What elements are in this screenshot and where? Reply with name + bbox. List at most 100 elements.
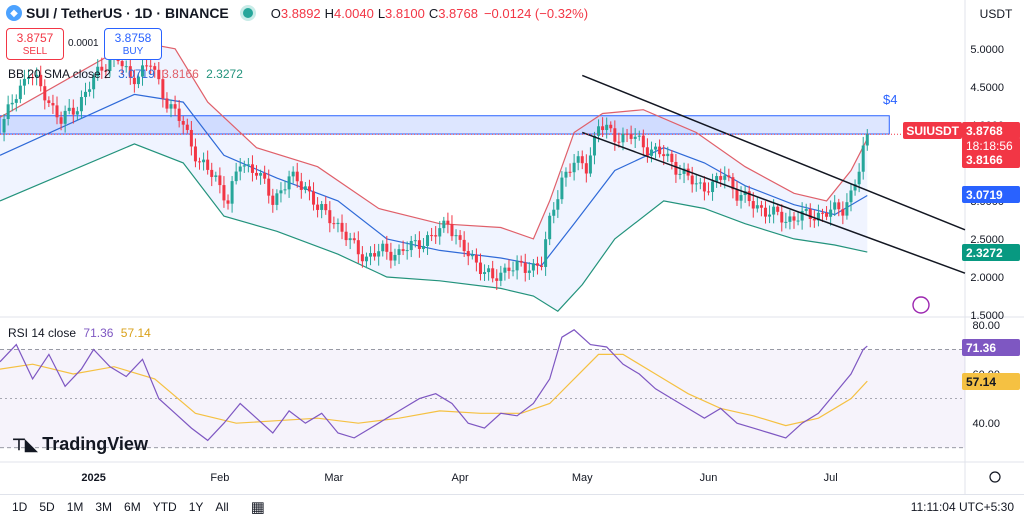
candle-body[interactable]	[222, 185, 226, 201]
candle-body[interactable]	[67, 107, 71, 111]
candle-body[interactable]	[413, 240, 417, 242]
candle-body[interactable]	[59, 117, 63, 124]
candle-body[interactable]	[755, 205, 759, 209]
candle-body[interactable]	[454, 235, 458, 237]
candle-body[interactable]	[348, 238, 352, 241]
candle-body[interactable]	[462, 239, 466, 252]
candle-body[interactable]	[548, 215, 552, 240]
candle-body[interactable]	[511, 270, 515, 272]
candle-body[interactable]	[27, 77, 31, 79]
candle-body[interactable]	[670, 153, 674, 162]
buy-button[interactable]: 3.8758 BUY	[104, 28, 162, 60]
candle-body[interactable]	[108, 58, 112, 71]
candle-body[interactable]	[145, 65, 149, 67]
candle-body[interactable]	[18, 85, 22, 100]
settings-icon[interactable]	[989, 471, 1001, 483]
candle-body[interactable]	[405, 250, 409, 252]
candle-body[interactable]	[141, 65, 145, 77]
candle-body[interactable]	[698, 182, 702, 184]
candle-body[interactable]	[332, 223, 336, 225]
candle-body[interactable]	[283, 189, 287, 191]
candle-body[interactable]	[719, 176, 723, 180]
candle-body[interactable]	[759, 205, 763, 208]
candle-body[interactable]	[861, 145, 865, 172]
candle-body[interactable]	[564, 171, 568, 178]
candle-body[interactable]	[389, 251, 393, 261]
candle-body[interactable]	[120, 61, 124, 67]
candle-body[interactable]	[234, 171, 238, 182]
candle-body[interactable]	[328, 210, 332, 224]
candle-body[interactable]	[71, 107, 75, 115]
candle-body[interactable]	[552, 209, 556, 216]
candle-body[interactable]	[22, 78, 26, 86]
candle-body[interactable]	[588, 155, 592, 174]
candle-body[interactable]	[654, 146, 658, 150]
candle-body[interactable]	[303, 186, 307, 190]
candle-body[interactable]	[808, 209, 812, 220]
candle-body[interactable]	[100, 66, 104, 71]
candle-body[interactable]	[320, 204, 324, 210]
candle-body[interactable]	[336, 222, 340, 225]
candle-body[interactable]	[735, 189, 739, 201]
candle-body[interactable]	[84, 91, 88, 98]
candle-body[interactable]	[747, 191, 751, 202]
candle-body[interactable]	[629, 134, 633, 139]
candle-body[interactable]	[55, 105, 59, 118]
rsi-legend[interactable]: RSI 14 close 71.36 57.14	[8, 326, 155, 340]
channel-upper-line[interactable]	[581, 74, 966, 231]
timeframe-1m[interactable]: 1M	[66, 499, 84, 514]
candle-body[interactable]	[255, 172, 259, 176]
candle-body[interactable]	[678, 173, 682, 175]
candle-body[interactable]	[393, 254, 397, 261]
candle-body[interactable]	[816, 212, 820, 221]
candle-body[interactable]	[833, 202, 837, 210]
channel-lower-line[interactable]	[581, 131, 966, 274]
candle-body[interactable]	[702, 182, 706, 192]
price-annotation[interactable]: $4	[883, 92, 898, 107]
candle-body[interactable]	[690, 175, 694, 185]
candle-body[interactable]	[157, 69, 161, 80]
candle-body[interactable]	[238, 166, 242, 172]
candle-body[interactable]	[666, 153, 670, 157]
candle-body[interactable]	[63, 110, 67, 124]
candle-body[interactable]	[226, 200, 230, 204]
timeframe-1d[interactable]: 1D	[12, 499, 28, 514]
timeframe-6m[interactable]: 6M	[124, 499, 141, 514]
candle-body[interactable]	[531, 263, 535, 271]
candle-body[interactable]	[495, 278, 499, 281]
timeframe-all[interactable]: All	[215, 499, 229, 514]
candle-body[interactable]	[540, 265, 544, 267]
resistance-zone[interactable]	[0, 115, 890, 135]
candle-body[interactable]	[181, 120, 185, 125]
candle-body[interactable]	[397, 249, 401, 255]
candle-body[interactable]	[572, 162, 576, 173]
candle-body[interactable]	[711, 181, 715, 193]
candle-body[interactable]	[369, 253, 373, 257]
candle-body[interactable]	[352, 238, 356, 241]
candle-body[interactable]	[763, 207, 767, 217]
candle-body[interactable]	[356, 240, 360, 255]
candle-body[interactable]	[92, 76, 96, 90]
candle-body[interactable]	[812, 219, 816, 221]
candle-body[interactable]	[568, 171, 572, 173]
candle-body[interactable]	[259, 173, 263, 176]
candle-body[interactable]	[694, 183, 698, 185]
candle-body[interactable]	[466, 251, 470, 257]
candle-body[interactable]	[169, 104, 173, 109]
candle-body[interactable]	[271, 195, 275, 205]
candle-body[interactable]	[47, 100, 51, 104]
candle-body[interactable]	[658, 146, 662, 155]
candle-body[interactable]	[434, 235, 438, 237]
candle-body[interactable]	[706, 191, 710, 193]
candle-body[interactable]	[307, 186, 311, 192]
candle-body[interactable]	[605, 124, 609, 131]
candle-body[interactable]	[136, 76, 140, 85]
candle-body[interactable]	[96, 66, 100, 77]
candle-body[interactable]	[804, 209, 808, 211]
candle-body[interactable]	[857, 171, 861, 185]
candle-body[interactable]	[299, 181, 303, 190]
candle-body[interactable]	[601, 126, 605, 131]
candle-body[interactable]	[124, 66, 128, 68]
candle-body[interactable]	[556, 199, 560, 210]
candle-body[interactable]	[344, 231, 348, 241]
